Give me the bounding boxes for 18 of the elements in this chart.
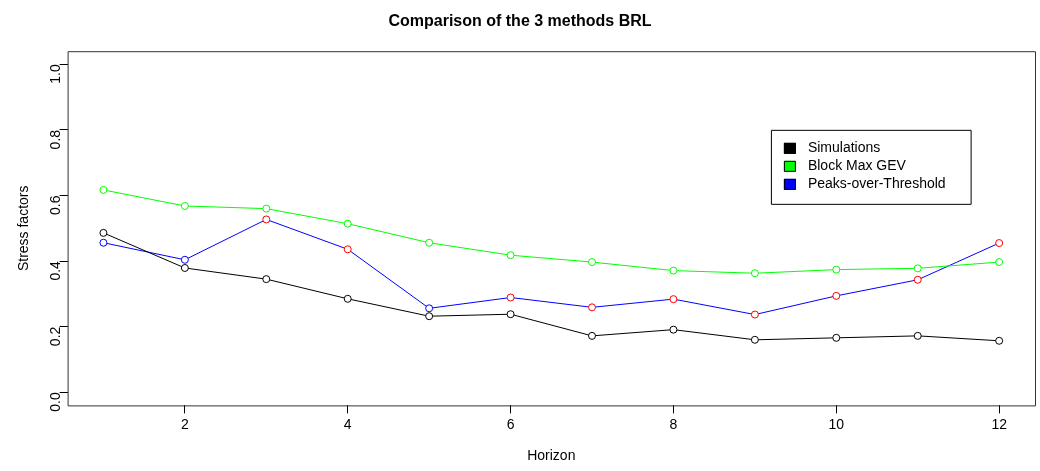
y-tick-label: 0.2 bbox=[47, 326, 64, 347]
x-tick-label: 10 bbox=[828, 415, 845, 432]
chart-title: Comparison of the 3 methods BRL bbox=[388, 12, 652, 30]
x-tick-label: 4 bbox=[343, 415, 352, 432]
legend-label: Block Max GEV bbox=[807, 156, 907, 173]
legend-label: Peaks-over-Threshold bbox=[807, 174, 946, 191]
x-tick-label: 12 bbox=[991, 415, 1008, 432]
legend-label: Simulations bbox=[807, 138, 881, 155]
x-tick-label: 6 bbox=[506, 415, 515, 432]
x-tick-label: 8 bbox=[669, 415, 678, 432]
y-tick-label: 0.8 bbox=[47, 129, 64, 150]
y-tick-label: 0.4 bbox=[47, 260, 64, 281]
y-tick-label: 1.0 bbox=[47, 64, 64, 84]
y-axis-title: Stress factors bbox=[15, 185, 32, 272]
x-axis-title: Horizon bbox=[527, 447, 576, 464]
x-tick-label: 2 bbox=[180, 415, 189, 432]
y-tick-label: 0.0 bbox=[47, 392, 64, 412]
y-tick-label: 0.6 bbox=[47, 195, 64, 215]
